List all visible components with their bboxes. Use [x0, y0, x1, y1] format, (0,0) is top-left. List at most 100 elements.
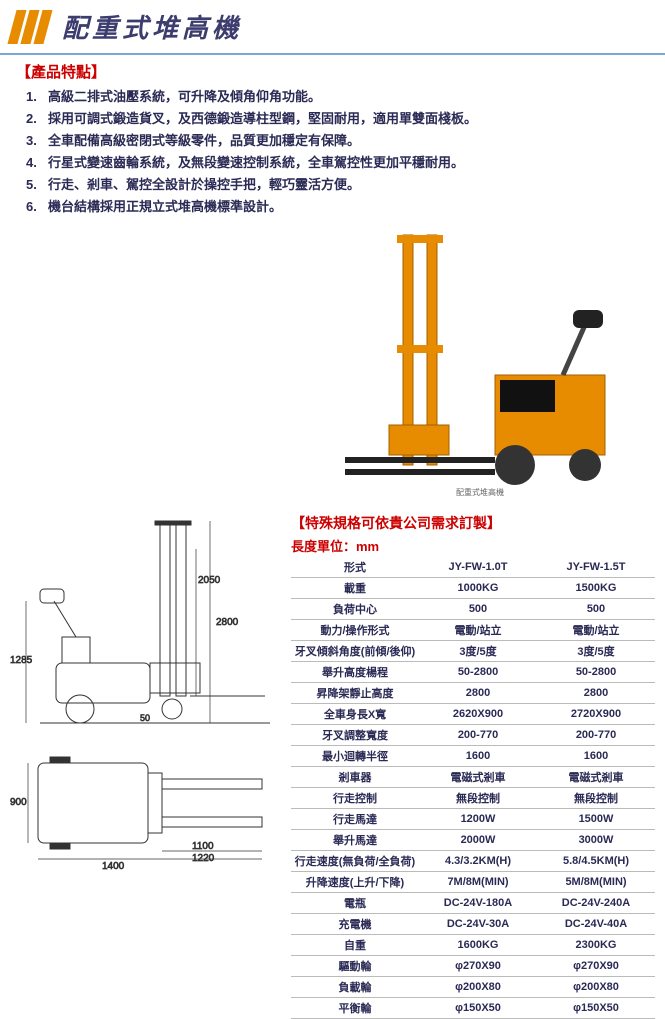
feature-number: 2. — [26, 108, 48, 130]
spec-column: 【特殊規格可依貴公司需求訂製】 長度單位：mm 形式JY-FW-1.0TJY-F… — [291, 513, 655, 1019]
spec-label: 行走速度(無負荷/全負荷) — [291, 850, 419, 871]
spec-label: 負載輪 — [291, 976, 419, 997]
spec-value-1: 1200W — [419, 808, 537, 829]
spec-label: 動力/操作形式 — [291, 619, 419, 640]
spec-row: 舉升馬達2000W3000W — [291, 829, 655, 850]
spec-value-2: 電動/站立 — [537, 619, 655, 640]
dim-ground-clear: 50 — [140, 713, 150, 723]
spec-label: 電瓶 — [291, 892, 419, 913]
feature-number: 3. — [26, 130, 48, 152]
spec-row: 電瓶DC-24V-180ADC-24V-240A — [291, 892, 655, 913]
spec-row: 行走馬達1200W1500W — [291, 808, 655, 829]
features-heading: 【產品特點】 — [16, 61, 665, 82]
feature-item: 3.全車配備高級密閉式等級零件，品質更加穩定有保障。 — [26, 130, 647, 152]
dim-fork-tip: 1100 — [192, 841, 214, 852]
spec-label: 平衡輪 — [291, 997, 419, 1018]
spec-value-2: JY-FW-1.5T — [537, 557, 655, 578]
spec-row: 形式JY-FW-1.0TJY-FW-1.5T — [291, 557, 655, 578]
photo-alt: 配重式堆高機 — [456, 487, 504, 497]
spec-unit-label: 長度單位：mm — [291, 536, 655, 555]
spec-value-2: 5.8/4.5KM(H) — [537, 850, 655, 871]
spec-label: 最小迴轉半徑 — [291, 745, 419, 766]
feature-number: 1. — [26, 86, 48, 108]
dim-mast-inner: 2050 — [198, 575, 221, 586]
product-photo: 配重式堆高機 — [315, 225, 645, 505]
spec-label: 行走馬達 — [291, 808, 419, 829]
spec-value-2: 3度/5度 — [537, 640, 655, 661]
feature-number: 6. — [26, 196, 48, 218]
side-view-drawing: 2800 2050 1285 50 — [10, 513, 285, 743]
feature-item: 1.高級二排式油壓系統，可升降及傾角仰角功能。 — [26, 86, 647, 108]
dim-total-height: 2800 — [216, 617, 239, 628]
spec-row: 舉升高度楊程50-280050-2800 — [291, 661, 655, 682]
spec-value-2: DC-24V-240A — [537, 892, 655, 913]
spec-label: 牙叉調整寬度 — [291, 724, 419, 745]
feature-number: 4. — [26, 152, 48, 174]
spec-value-2: 3000W — [537, 829, 655, 850]
spec-value-1: 電動/站立 — [419, 619, 537, 640]
spec-value-2: 電磁式剎車 — [537, 766, 655, 787]
feature-item: 5.行走、剎車、駕控全設計於操控手把，輕巧靈活方便。 — [26, 174, 647, 196]
spec-value-1: φ270X90 — [419, 955, 537, 976]
spec-label: 載重 — [291, 577, 419, 598]
spec-row: 驅動輪φ270X90φ270X90 — [291, 955, 655, 976]
spec-value-2: 2300KG — [537, 934, 655, 955]
spec-custom-note: 【特殊規格可依貴公司需求訂製】 — [291, 513, 655, 533]
feature-text: 行星式變速齒輪系統，及無段變速控制系統，全車駕控性更加平穩耐用。 — [48, 152, 464, 174]
page-header: 配重式堆高機 — [0, 0, 665, 55]
spec-label: 驅動輪 — [291, 955, 419, 976]
spec-value-2: 5M/8M(MIN) — [537, 871, 655, 892]
spec-value-1: JY-FW-1.0T — [419, 557, 537, 578]
spec-row: 升降速度(上升/下降)7M/8M(MIN)5M/8M(MIN) — [291, 871, 655, 892]
spec-value-2: DC-24V-40A — [537, 913, 655, 934]
product-photo-row: 配重式堆高機 — [0, 225, 665, 505]
spec-label: 舉升高度楊程 — [291, 661, 419, 682]
spec-value-1: 2000W — [419, 829, 537, 850]
features-list: 1.高級二排式油壓系統，可升降及傾角仰角功能。2.採用可調式鍛造貨叉，及西德鍛造… — [26, 86, 647, 219]
spec-label: 形式 — [291, 557, 419, 578]
feature-text: 全車配備高級密閉式等級零件，品質更加穩定有保障。 — [48, 130, 360, 152]
spec-row: 牙叉調整寬度200-770200-770 — [291, 724, 655, 745]
spec-value-1: 2800 — [419, 682, 537, 703]
spec-value-1: 無段控制 — [419, 787, 537, 808]
dim-handle-height: 1285 — [10, 655, 33, 666]
spec-value-2: 1600 — [537, 745, 655, 766]
spec-value-1: 200-770 — [419, 724, 537, 745]
dim-width: 900 — [10, 797, 27, 808]
spec-table: 形式JY-FW-1.0TJY-FW-1.5T載重1000KG1500KG負荷中心… — [291, 557, 655, 1019]
spec-value-2: φ200X80 — [537, 976, 655, 997]
spec-row: 剎車器電磁式剎車電磁式剎車 — [291, 766, 655, 787]
spec-row: 負荷中心500500 — [291, 598, 655, 619]
spec-value-1: DC-24V-30A — [419, 913, 537, 934]
spec-row: 昇降架靜止高度28002800 — [291, 682, 655, 703]
feature-item: 2.採用可調式鍛造貨叉，及西德鍛造導柱型鋼，堅固耐用，適用單雙面棧板。 — [26, 108, 647, 130]
drawings-column: 2800 2050 1285 50 — [10, 513, 285, 1019]
spec-row: 充電機DC-24V-30ADC-24V-40A — [291, 913, 655, 934]
spec-row: 負載輪φ200X80φ200X80 — [291, 976, 655, 997]
spec-label: 充電機 — [291, 913, 419, 934]
spec-value-1: 500 — [419, 598, 537, 619]
feature-text: 採用可調式鍛造貨叉，及西德鍛造導柱型鋼，堅固耐用，適用單雙面棧板。 — [48, 108, 477, 130]
spec-label: 剎車器 — [291, 766, 419, 787]
spec-label: 行走控制 — [291, 787, 419, 808]
spec-value-2: 200-770 — [537, 724, 655, 745]
spec-label: 升降速度(上升/下降) — [291, 871, 419, 892]
feature-number: 5. — [26, 174, 48, 196]
spec-label: 昇降架靜止高度 — [291, 682, 419, 703]
spec-value-1: 1000KG — [419, 577, 537, 598]
spec-label: 自重 — [291, 934, 419, 955]
spec-value-2: φ270X90 — [537, 955, 655, 976]
spec-row: 行走控制無段控制無段控制 — [291, 787, 655, 808]
spec-value-2: 2720X900 — [537, 703, 655, 724]
spec-label: 負荷中心 — [291, 598, 419, 619]
spec-row: 牙叉傾斜角度(前傾/後仰)3度/5度3度/5度 — [291, 640, 655, 661]
page-title: 配重式堆高機 — [62, 8, 242, 45]
spec-value-1: φ150X50 — [419, 997, 537, 1018]
lower-section: 2800 2050 1285 50 — [0, 513, 665, 1019]
spec-value-1: DC-24V-180A — [419, 892, 537, 913]
feature-text: 高級二排式油壓系統，可升降及傾角仰角功能。 — [48, 86, 321, 108]
feature-text: 機台結構採用正規立式堆高機標準設計。 — [48, 196, 282, 218]
spec-value-1: 1600 — [419, 745, 537, 766]
spec-row: 最小迴轉半徑16001600 — [291, 745, 655, 766]
spec-label: 全車身長X寬 — [291, 703, 419, 724]
